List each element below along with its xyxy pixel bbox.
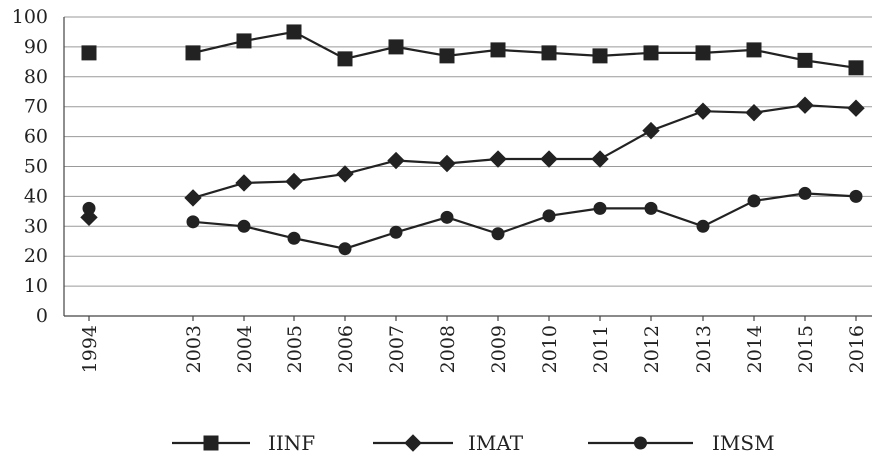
data-point-imsm	[82, 201, 96, 215]
data-point-imat	[489, 150, 507, 168]
data-point-imat	[745, 103, 763, 122]
x-tick-label: 2010	[539, 325, 561, 373]
y-tick-label: 50	[24, 156, 48, 178]
series-imat	[80, 96, 865, 227]
x-tick-label: 2005	[284, 325, 306, 373]
y-tick-label: 90	[24, 36, 48, 58]
data-point-imat	[235, 174, 253, 192]
y-tick-label: 80	[24, 66, 48, 88]
data-point-iinf	[81, 45, 97, 61]
data-point-imsm	[696, 219, 710, 233]
data-point-iinf	[848, 60, 864, 76]
legend-marker	[634, 436, 647, 450]
data-point-imsm	[440, 210, 454, 224]
data-point-imsm	[491, 227, 505, 241]
data-point-imat	[642, 121, 660, 140]
y-tick-label: 30	[24, 215, 48, 237]
data-point-imat	[285, 172, 303, 191]
data-point-imat	[184, 189, 202, 207]
data-point-iinf	[185, 45, 201, 61]
data-point-iinf	[490, 42, 506, 58]
data-point-imsm	[644, 201, 658, 215]
data-point-imsm	[287, 231, 301, 245]
data-point-imsm	[186, 215, 200, 229]
x-tick-label: 2011	[590, 325, 612, 373]
y-tick-label: 10	[24, 275, 48, 297]
axes	[63, 17, 872, 321]
x-tick-label: 2013	[693, 325, 715, 373]
data-point-imat	[336, 165, 354, 183]
data-point-imat	[847, 99, 865, 117]
data-point-imsm	[542, 209, 556, 223]
legend-marker	[404, 434, 422, 452]
y-tick-label: 60	[24, 126, 48, 148]
legend-item-iinf: IINF	[172, 431, 315, 455]
y-tick-label: 20	[24, 245, 48, 267]
x-tick-label: 2016	[846, 325, 868, 373]
series-imsm	[82, 186, 863, 256]
data-point-iinf	[592, 48, 608, 64]
legend-item-imsm: IMSM	[588, 431, 775, 455]
x-tick-label: 2015	[795, 325, 817, 373]
legend-label: IMAT	[468, 431, 524, 455]
series-iinf	[81, 24, 864, 76]
data-point-iinf	[797, 52, 813, 68]
data-point-imsm	[593, 201, 607, 215]
y-tick-label: 0	[36, 305, 48, 327]
legend-marker	[203, 435, 219, 451]
data-point-iinf	[337, 51, 353, 67]
x-tick-label: 2009	[488, 325, 510, 373]
x-tick-label: 2006	[335, 325, 357, 373]
x-tick-label: 2012	[641, 325, 663, 373]
legend-label: IMSM	[712, 431, 775, 455]
series	[80, 24, 865, 256]
data-point-imsm	[747, 194, 761, 208]
series-line-imsm	[192, 192, 857, 250]
data-point-imat	[796, 96, 814, 114]
data-point-imat	[438, 154, 456, 173]
data-point-imsm	[338, 242, 352, 256]
data-point-iinf	[439, 48, 455, 64]
data-point-iinf	[643, 45, 659, 61]
x-tick-label: 1994	[79, 325, 101, 373]
data-point-iinf	[695, 45, 711, 61]
x-tick-label: 2003	[183, 325, 205, 373]
legend-item-imat: IMAT	[373, 431, 524, 455]
y-tick-label: 100	[12, 6, 48, 28]
data-point-iinf	[746, 42, 762, 58]
legend-label: IINF	[268, 431, 315, 455]
x-tick-label: 2004	[234, 325, 256, 373]
data-point-iinf	[388, 39, 404, 55]
data-point-imat	[387, 151, 405, 170]
y-tick-label: 70	[24, 96, 48, 118]
series-line-imat	[192, 104, 857, 199]
x-tick-label: 2014	[744, 325, 766, 373]
y-tick-label: 40	[24, 185, 48, 207]
x-tick-label: 2007	[386, 325, 408, 373]
x-tick-label: 2008	[437, 325, 459, 373]
x-tick-labels: 1994 2003 2004 2005 2006 2007 2008 2009 2010 2011…	[79, 325, 868, 373]
data-point-imat	[694, 102, 712, 120]
data-point-imsm	[798, 186, 812, 200]
data-point-imat	[591, 150, 609, 168]
data-point-imsm	[849, 189, 863, 203]
data-point-imat	[540, 150, 558, 168]
data-point-iinf	[236, 33, 252, 49]
data-point-imsm	[389, 225, 403, 239]
data-point-iinf	[286, 24, 302, 40]
legend: IINF IMAT IMSM	[172, 431, 775, 455]
data-point-iinf	[541, 45, 557, 61]
y-tick-labels: 0 10 20 30 40 50 60 70 80 90 100	[12, 6, 48, 327]
data-point-imsm	[237, 219, 251, 233]
series-line-iinf	[192, 30, 857, 69]
